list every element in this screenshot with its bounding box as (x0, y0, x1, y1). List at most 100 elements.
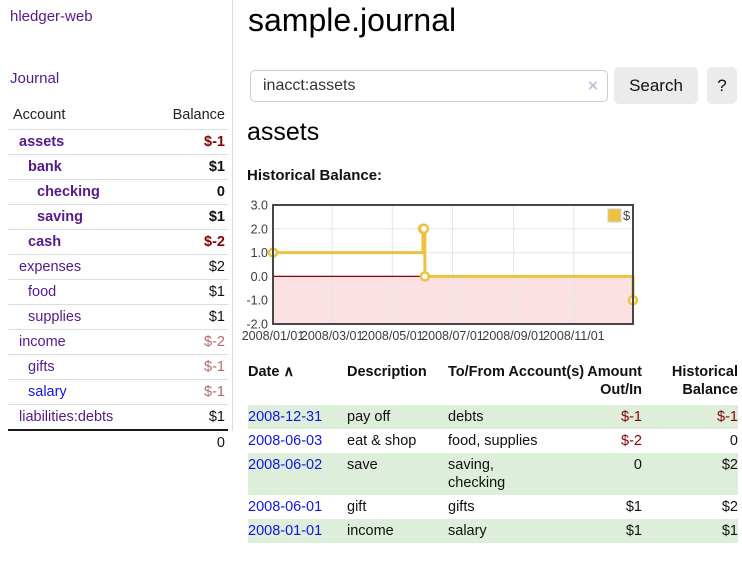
register-header-date[interactable]: Date ∧ (248, 364, 295, 380)
register-date-cell: 2008-12-31 (248, 405, 347, 429)
account-row: saving $1 (8, 204, 228, 230)
svg-text:2008/07/01: 2008/07/01 (421, 329, 484, 343)
sidebar-account-link[interactable]: supplies (28, 309, 82, 325)
svg-text:1.0: 1.0 (251, 246, 268, 260)
account-balance: $1 (148, 204, 228, 230)
sidebar-account-link[interactable]: checking (37, 184, 100, 200)
account-row: bank $1 (8, 154, 228, 180)
register-date-cell: 2008-01-01 (248, 519, 347, 543)
register-balance-cell: $2 (721, 457, 738, 473)
svg-text:2008/09/01: 2008/09/01 (482, 329, 545, 343)
sidebar-account-link[interactable]: gifts (28, 359, 55, 375)
account-row: supplies $1 (8, 304, 228, 330)
clear-search-icon[interactable]: × (588, 76, 598, 95)
register-header-amount: Amount Out/In (587, 364, 642, 398)
account-row: cash $-2 (8, 229, 228, 255)
transaction-date-link[interactable]: 2008-12-31 (248, 409, 323, 425)
sidebar-divider (232, 0, 233, 431)
chart-canvas: 3.0 2.0 1.0 0.0 -1.0 -2.02008/01/012008/03/01… (242, 199, 639, 343)
account-balance: $-1 (148, 129, 228, 155)
register-balance-cell: $-1 (717, 409, 738, 425)
register-balance-cell: $1 (721, 523, 738, 539)
svg-text:2008/11/01: 2008/11/01 (543, 329, 605, 343)
register-description-cell: gift (347, 499, 367, 515)
chart-title: Historical Balance: (247, 167, 383, 184)
register-table: Date ∧ Description To/From Account(s) Am… (248, 360, 738, 543)
register-balance-cell: $2 (721, 499, 738, 515)
table-row: 2008-12-31 pay off debts $-1 $-1 (248, 405, 738, 429)
account-row: expenses $2 (8, 254, 228, 280)
register-accounts-cell: saving, checking (448, 457, 506, 491)
sidebar-account-link[interactable]: salary (28, 384, 67, 400)
register-accounts-cell: gifts (448, 499, 475, 515)
accounts-balance-table: Account Balance assets $-1 bank $1 checking 0… (8, 103, 228, 455)
svg-text:-2.0: -2.0 (246, 318, 268, 332)
register-header-balance: Historical Balance (671, 364, 738, 398)
register-description-cell: income (347, 523, 394, 539)
register-header-row: Date ∧ Description To/From Account(s) Am… (248, 360, 738, 405)
register-amount-cell: $1 (625, 499, 642, 515)
account-row: income $-2 (8, 329, 228, 355)
register-date-cell: 2008-06-01 (248, 495, 347, 519)
register-amount-cell: $1 (625, 523, 642, 539)
account-balance: $1 (148, 154, 228, 180)
svg-text:-1.0: -1.0 (246, 294, 268, 308)
accounts-total-spacer (8, 429, 149, 455)
page-title: sample.journal (248, 2, 457, 38)
transaction-date-link[interactable]: 2008-01-01 (248, 523, 323, 539)
sidebar-account-link[interactable]: food (28, 284, 57, 300)
account-balance: $1 (148, 279, 228, 305)
legend-label: $ (623, 208, 631, 223)
app-title-link[interactable]: hledger-web (10, 8, 93, 25)
sidebar-account-link[interactable]: income (19, 334, 66, 350)
sidebar-account-link[interactable]: cash (28, 234, 62, 250)
register-amount-cell: $-2 (621, 433, 642, 449)
register-header-accounts: To/From Account(s) (448, 364, 585, 380)
sidebar-account-link[interactable]: assets (19, 134, 65, 150)
svg-text:3.0: 3.0 (251, 199, 268, 213)
account-balance: $-2 (148, 329, 228, 355)
register-date-cell: 2008-06-03 (248, 429, 347, 453)
sidebar-item-journal[interactable]: Journal (10, 70, 60, 87)
account-row: assets $-1 (8, 129, 228, 155)
register-accounts-cell: salary (448, 523, 487, 539)
register-accounts-cell: debts (448, 409, 484, 425)
account-row: checking 0 (8, 179, 228, 205)
sort-ascending-icon: ∧ (283, 364, 295, 380)
sidebar-account-link[interactable]: expenses (19, 259, 82, 275)
svg-text:2008/03/01: 2008/03/01 (301, 329, 364, 343)
help-button[interactable]: ? (707, 67, 737, 104)
accounts-table-header-row: Account Balance (8, 103, 228, 130)
historical-balance-chart: 3.0 2.0 1.0 0.0 -1.0 -2.0 2008/01/01 2008/03/01… (242, 199, 643, 349)
accounts-header-account: Account (8, 103, 149, 130)
account-balance: $2 (148, 254, 228, 280)
search-input[interactable] (250, 70, 608, 102)
svg-text:2008/05/01: 2008/05/01 (361, 329, 424, 343)
table-row: 2008-06-02 save saving, checking 0 $2 (248, 453, 738, 495)
sidebar-account-link[interactable]: bank (28, 159, 62, 175)
account-row: liabilities:debts $1 (8, 405, 228, 431)
accounts-total-row: 0 (8, 429, 228, 455)
legend-swatch (607, 208, 622, 223)
account-heading: assets (247, 118, 320, 146)
account-row: gifts $-1 (8, 354, 228, 380)
accounts-header-balance: Balance (148, 103, 228, 130)
register-date-cell: 2008-06-02 (248, 453, 347, 495)
table-row: 2008-06-01 gift gifts $1 $2 (248, 495, 738, 519)
account-balance: $1 (208, 409, 225, 425)
account-balance: 0 (148, 179, 228, 205)
accounts-total-value: 0 (148, 429, 228, 455)
search-button[interactable]: Search (614, 67, 698, 104)
register-description-cell: pay off (347, 409, 391, 425)
transaction-date-link[interactable]: 2008-06-03 (248, 433, 323, 449)
transaction-date-link[interactable]: 2008-06-01 (248, 499, 323, 515)
transaction-date-link[interactable]: 2008-06-02 (248, 457, 323, 473)
sidebar-account-link[interactable]: liabilities:debts (19, 409, 114, 425)
sidebar-account-link[interactable]: saving (37, 209, 83, 225)
account-balance: $-1 (148, 379, 228, 405)
register-description-cell: save (347, 457, 378, 473)
table-row: 2008-01-01 income salary $1 $1 (248, 519, 738, 543)
account-balance: $1 (148, 304, 228, 330)
svg-text:2.0: 2.0 (251, 222, 268, 236)
register-amount-cell: $-1 (621, 409, 642, 425)
